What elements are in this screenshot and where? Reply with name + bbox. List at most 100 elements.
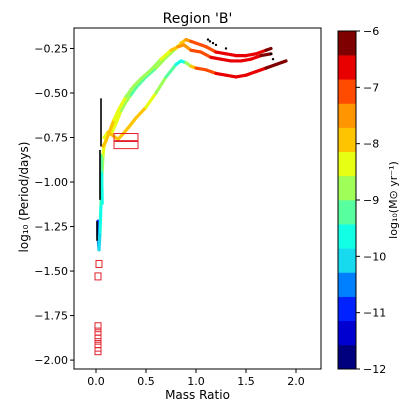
- open-square-marker: [94, 272, 102, 281]
- track-segment: [124, 84, 136, 99]
- track-segment: [264, 62, 278, 70]
- track-segment: [254, 48, 268, 56]
- y-tick-label: −1.00: [34, 176, 68, 189]
- colorbar-tick-label: −8: [363, 138, 379, 151]
- track-segment: [214, 50, 228, 56]
- y-tick-label: −2.00: [34, 354, 68, 367]
- open-squares-layer: [94, 133, 139, 356]
- track-segment: [114, 109, 123, 125]
- colorbar-tick-label: −6: [363, 25, 379, 38]
- black-markers-layer: [96, 38, 275, 241]
- track-segment: [224, 73, 238, 79]
- open-square-marker: [94, 334, 102, 343]
- chart-title: Region 'B': [163, 11, 233, 27]
- open-square-marker: [94, 322, 102, 331]
- colorbar-ticks: −6 −7 −8 −9 −10 −11 −12: [356, 25, 386, 376]
- track-segment: [159, 48, 173, 61]
- colorbar-band: [338, 79, 356, 104]
- open-square-marker: [95, 259, 103, 268]
- track-segment: [219, 57, 233, 63]
- colorbar-band: [338, 103, 356, 128]
- black-dot: [269, 52, 273, 56]
- track-1: [102, 59, 288, 141]
- x-tick-label: 2.0: [287, 375, 305, 388]
- y-axis-ticks: −0.25 −0.50 −0.75 −1.00 −1.25 −1.50 −1.75 −2.00: [34, 42, 74, 367]
- colorbar-tick-label: −10: [363, 250, 386, 263]
- track-segment: [264, 46, 273, 52]
- colorbar-band: [338, 127, 356, 153]
- colorbar: −6 −7 −8 −9 −10 −11 −12 log₁₀(M⊙ yr⁻¹): [337, 25, 400, 376]
- track-segment: [199, 50, 213, 59]
- colorbar-band: [338, 224, 356, 249]
- track-segment: [110, 121, 118, 134]
- colorbar-bands: [338, 31, 356, 370]
- track-segment: [194, 66, 208, 72]
- track-segment: [97, 230, 102, 252]
- colorbar-label: log₁₀(M⊙ yr⁻¹): [387, 161, 400, 239]
- colorbar-band: [338, 320, 356, 346]
- track-segment: [144, 91, 158, 109]
- track-segment: [244, 70, 258, 77]
- x-tick-label: 1.5: [237, 375, 255, 388]
- track-segment: [127, 116, 138, 129]
- track-segment: [117, 94, 128, 111]
- black-dot: [214, 43, 218, 47]
- track-segment: [139, 68, 153, 81]
- track-segment: [149, 57, 163, 72]
- track-segment: [164, 62, 178, 79]
- track-2: [101, 43, 273, 149]
- track-3: [99, 153, 104, 205]
- track-segment: [154, 75, 168, 95]
- open-square-marker: [94, 347, 102, 356]
- colorbar-band: [338, 31, 356, 56]
- track-segment: [189, 48, 203, 54]
- colorbar-tick-label: −9: [363, 194, 379, 207]
- y-tick-label: −1.75: [34, 310, 68, 323]
- colorbar-tick-label: −11: [363, 307, 386, 320]
- x-axis-ticks: 0.0 0.5 1.0 1.5 2.0: [87, 369, 305, 388]
- plot-area: 0.0 0.5 1.0 1.5 2.0 −0.25 −0.50 −0.75 −1.00 −1.2…: [34, 27, 322, 388]
- track-segment: [214, 71, 228, 77]
- y-tick-label: −0.75: [34, 132, 68, 145]
- open-square-marker: [113, 140, 139, 150]
- colorbar-band: [338, 151, 356, 177]
- black-dot: [224, 47, 228, 50]
- colorbar-tick-label: −12: [363, 363, 386, 376]
- track-segment: [104, 128, 112, 143]
- track-segment: [119, 100, 128, 113]
- track-segment: [98, 201, 103, 234]
- y-tick-label: −1.25: [34, 221, 68, 234]
- colorbar-band: [338, 344, 356, 370]
- track-segment: [249, 54, 263, 61]
- plot-frame: [73, 27, 322, 370]
- black-dot: [211, 41, 215, 45]
- open-square-marker: [113, 133, 139, 143]
- black-dot: [206, 38, 210, 41]
- track-segment: [259, 52, 273, 58]
- y-axis-label: log₁₀ (Period/days): [17, 142, 31, 253]
- track-segment: [99, 153, 104, 175]
- track-segment: [99, 171, 104, 193]
- black-dot: [208, 40, 212, 43]
- x-tick-label: 1.0: [187, 375, 205, 388]
- colorbar-band: [338, 272, 356, 297]
- track-segment: [108, 118, 116, 132]
- track-0: [96, 37, 273, 252]
- colorbar-band: [338, 55, 356, 80]
- track-segment: [204, 45, 218, 54]
- black-dot: [271, 57, 275, 61]
- track-segment: [274, 59, 288, 67]
- track-segment: [144, 66, 158, 79]
- track-segment: [244, 52, 258, 58]
- colorbar-band: [338, 296, 356, 322]
- track-segment: [234, 73, 248, 79]
- colorbar-band: [338, 248, 356, 273]
- x-tick-label: 0.5: [137, 375, 155, 388]
- y-tick-label: −1.50: [34, 265, 68, 278]
- track-segment: [132, 77, 143, 88]
- tracks-layer: [96, 37, 288, 252]
- track-segment: [254, 66, 268, 74]
- track-segment: [154, 55, 168, 70]
- track-segment: [224, 52, 238, 58]
